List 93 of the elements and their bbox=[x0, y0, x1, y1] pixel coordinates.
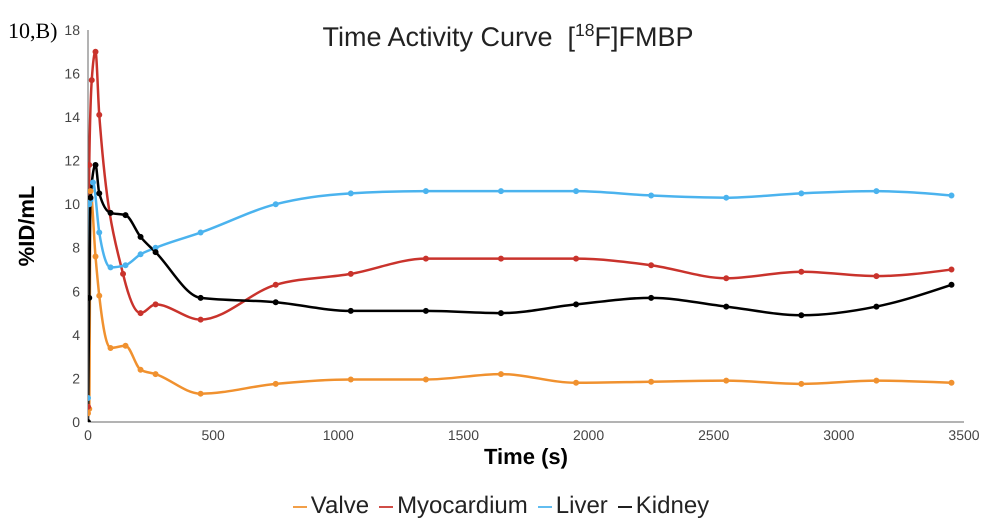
x-tick-label: 2500 bbox=[698, 426, 730, 443]
point bbox=[108, 210, 114, 216]
point bbox=[873, 273, 880, 280]
point bbox=[573, 256, 580, 262]
point bbox=[648, 192, 654, 199]
point bbox=[348, 190, 354, 196]
point bbox=[723, 378, 730, 384]
x-tick-label: 500 bbox=[201, 426, 226, 443]
point bbox=[90, 179, 96, 186]
y-tick-label: 2 bbox=[72, 370, 80, 386]
x-axis-title: Time (s) bbox=[484, 444, 568, 469]
point bbox=[96, 190, 102, 196]
x-tick-label: 2000 bbox=[572, 426, 604, 443]
point bbox=[198, 316, 204, 323]
point bbox=[108, 264, 114, 270]
y-tick-label: 6 bbox=[72, 283, 80, 300]
y-tick-label: 10 bbox=[64, 196, 80, 212]
point bbox=[348, 308, 354, 314]
point bbox=[122, 342, 129, 349]
point bbox=[122, 212, 129, 218]
x-tick-label: 1000 bbox=[322, 426, 354, 443]
point bbox=[108, 344, 114, 351]
point bbox=[798, 312, 804, 318]
x-tick-label: 1500 bbox=[448, 426, 480, 443]
y-tick-label: 12 bbox=[64, 152, 80, 169]
point bbox=[88, 77, 95, 84]
point bbox=[198, 230, 204, 236]
point bbox=[573, 188, 580, 194]
point bbox=[648, 294, 654, 301]
point bbox=[422, 376, 429, 383]
y-tick-label: 0 bbox=[72, 414, 80, 430]
point bbox=[422, 256, 429, 262]
point bbox=[723, 275, 730, 282]
point bbox=[120, 270, 126, 277]
legend-label: Myocardium bbox=[397, 492, 528, 519]
legend-label: Valve bbox=[310, 492, 370, 519]
point bbox=[152, 249, 159, 256]
y-tick-label: 4 bbox=[72, 326, 80, 343]
point bbox=[92, 48, 99, 55]
point bbox=[272, 299, 279, 306]
legend-label: Liver bbox=[556, 492, 608, 519]
point bbox=[422, 308, 429, 314]
point bbox=[96, 292, 102, 299]
point bbox=[723, 304, 730, 310]
point bbox=[348, 270, 354, 277]
point bbox=[798, 268, 804, 275]
chart-title: Time Activity Curve [$^{18}$F]FMBP bbox=[322, 20, 694, 52]
point bbox=[138, 310, 144, 316]
point bbox=[948, 282, 954, 288]
point bbox=[498, 310, 504, 316]
point bbox=[272, 201, 279, 208]
point bbox=[152, 371, 159, 378]
point bbox=[138, 234, 144, 240]
point bbox=[573, 380, 580, 386]
point bbox=[348, 376, 354, 383]
y-axis-title: %ID/mL bbox=[14, 186, 39, 266]
point bbox=[272, 380, 279, 387]
point bbox=[948, 192, 954, 199]
legend-label: Kidney bbox=[636, 492, 710, 519]
point bbox=[422, 188, 429, 194]
point bbox=[198, 390, 204, 397]
point bbox=[138, 366, 144, 373]
point bbox=[498, 188, 504, 194]
point bbox=[948, 380, 954, 386]
x-tick-label: 0 bbox=[84, 426, 92, 443]
point bbox=[723, 194, 730, 201]
point bbox=[88, 188, 94, 194]
point bbox=[648, 262, 654, 268]
point bbox=[873, 188, 880, 194]
x-tick-label: 3500 bbox=[948, 426, 980, 443]
point bbox=[798, 380, 804, 387]
point bbox=[798, 190, 804, 196]
x-tick-label: 3000 bbox=[823, 426, 855, 443]
point bbox=[92, 253, 99, 260]
point bbox=[948, 266, 954, 273]
point bbox=[573, 301, 580, 308]
point bbox=[122, 262, 129, 268]
y-tick-label: 14 bbox=[64, 109, 80, 126]
y-tick-label: 18 bbox=[64, 22, 80, 38]
text: 10,B) bbox=[8, 18, 58, 44]
point bbox=[152, 301, 159, 308]
point bbox=[198, 294, 204, 301]
point bbox=[498, 371, 504, 378]
point bbox=[272, 282, 279, 288]
point bbox=[96, 230, 102, 236]
point bbox=[96, 112, 102, 118]
point bbox=[873, 304, 880, 310]
y-tick-label: 16 bbox=[64, 66, 80, 82]
point bbox=[648, 378, 654, 385]
point bbox=[498, 256, 504, 262]
y-tick-label: 8 bbox=[72, 240, 80, 256]
point bbox=[138, 251, 144, 258]
point bbox=[873, 378, 880, 384]
